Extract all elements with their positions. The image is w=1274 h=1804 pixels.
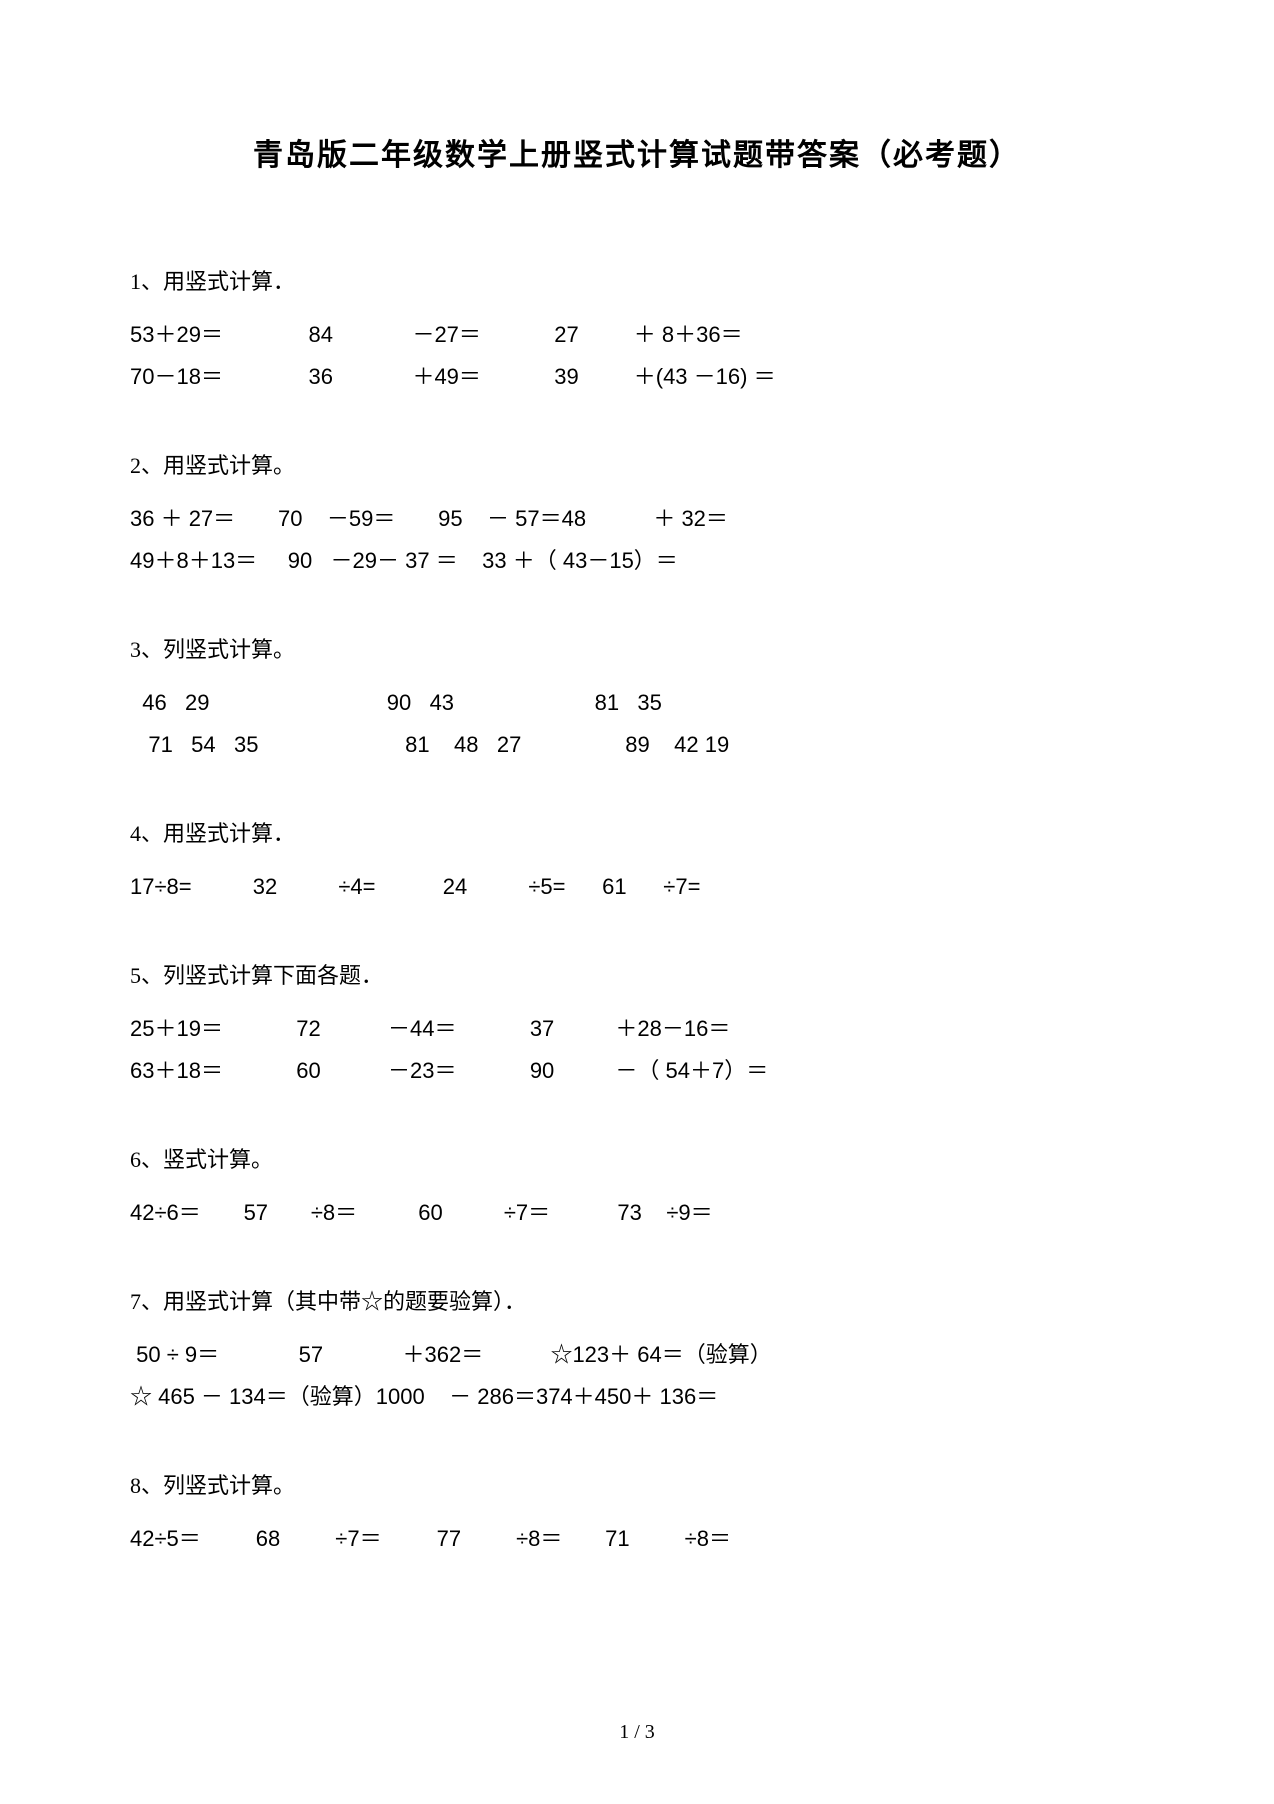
problem-row: 53＋29＝ 84 －27＝ 27 ＋ 8＋36＝ bbox=[130, 314, 1144, 356]
section-2: 2、用竖式计算。 36 ＋ 27＝ 70 －59＝ 95 － 57＝48 ＋ 3… bbox=[130, 448, 1144, 582]
document-page: 青岛版二年级数学上册竖式计算试题带答案（必考题） 1、用竖式计算． 53＋29＝… bbox=[0, 0, 1274, 1560]
section-8: 8、列竖式计算。 42÷5＝ 68 ÷7＝ 77 ÷8＝ 71 ÷8＝ bbox=[130, 1468, 1144, 1560]
problem-row: 36 ＋ 27＝ 70 －59＝ 95 － 57＝48 ＋ 32＝ bbox=[130, 498, 1144, 540]
page-number: 1 / 3 bbox=[0, 1721, 1274, 1744]
problem-row: 17÷8= 32 ÷4= 24 ÷5= 61 ÷7= bbox=[130, 866, 1144, 908]
section-header: 8、列竖式计算。 bbox=[130, 1468, 1144, 1500]
problem-row: 42÷5＝ 68 ÷7＝ 77 ÷8＝ 71 ÷8＝ bbox=[130, 1518, 1144, 1560]
section-7: 7、用竖式计算（其中带☆的题要验算）． 50 ÷ 9＝ 57 ＋362＝ ☆12… bbox=[130, 1284, 1144, 1418]
section-3: 3、列竖式计算。 46 29 90 43 81 35 71 54 35 81 4… bbox=[130, 632, 1144, 766]
problem-row: 63＋18＝ 60 －23＝ 90 －（ 54＋7）＝ bbox=[130, 1050, 1144, 1092]
section-header: 2、用竖式计算。 bbox=[130, 448, 1144, 480]
section-header: 7、用竖式计算（其中带☆的题要验算）． bbox=[130, 1284, 1144, 1316]
section-header: 6、竖式计算。 bbox=[130, 1142, 1144, 1174]
section-6: 6、竖式计算。 42÷6＝ 57 ÷8＝ 60 ÷7＝ 73 ÷9＝ bbox=[130, 1142, 1144, 1234]
section-4: 4、用竖式计算． 17÷8= 32 ÷4= 24 ÷5= 61 ÷7= bbox=[130, 816, 1144, 908]
section-header: 3、列竖式计算。 bbox=[130, 632, 1144, 664]
problem-row: 49＋8＋13＝ 90 －29－ 37 ＝ 33 ＋（ 43－15）＝ bbox=[130, 540, 1144, 582]
section-header: 5、列竖式计算下面各题． bbox=[130, 958, 1144, 990]
problem-row: 70－18＝ 36 ＋49＝ 39 ＋(43 －16) ＝ bbox=[130, 356, 1144, 398]
problem-row: 46 29 90 43 81 35 bbox=[130, 682, 1144, 724]
section-1: 1、用竖式计算． 53＋29＝ 84 －27＝ 27 ＋ 8＋36＝ 70－18… bbox=[130, 264, 1144, 398]
section-5: 5、列竖式计算下面各题． 25＋19＝ 72 －44＝ 37 ＋28－16＝ 6… bbox=[130, 958, 1144, 1092]
section-header: 4、用竖式计算． bbox=[130, 816, 1144, 848]
document-title: 青岛版二年级数学上册竖式计算试题带答案（必考题） bbox=[130, 130, 1144, 174]
problem-row: 25＋19＝ 72 －44＝ 37 ＋28－16＝ bbox=[130, 1008, 1144, 1050]
problem-row: 71 54 35 81 48 27 89 42 19 bbox=[130, 724, 1144, 766]
section-header: 1、用竖式计算． bbox=[130, 264, 1144, 296]
problem-row: 50 ÷ 9＝ 57 ＋362＝ ☆123＋ 64＝（验算） bbox=[130, 1334, 1144, 1376]
problem-row: 42÷6＝ 57 ÷8＝ 60 ÷7＝ 73 ÷9＝ bbox=[130, 1192, 1144, 1234]
problem-row: ☆ 465 － 134＝（验算）1000 － 286＝374＋450＋ 136＝ bbox=[130, 1376, 1144, 1418]
